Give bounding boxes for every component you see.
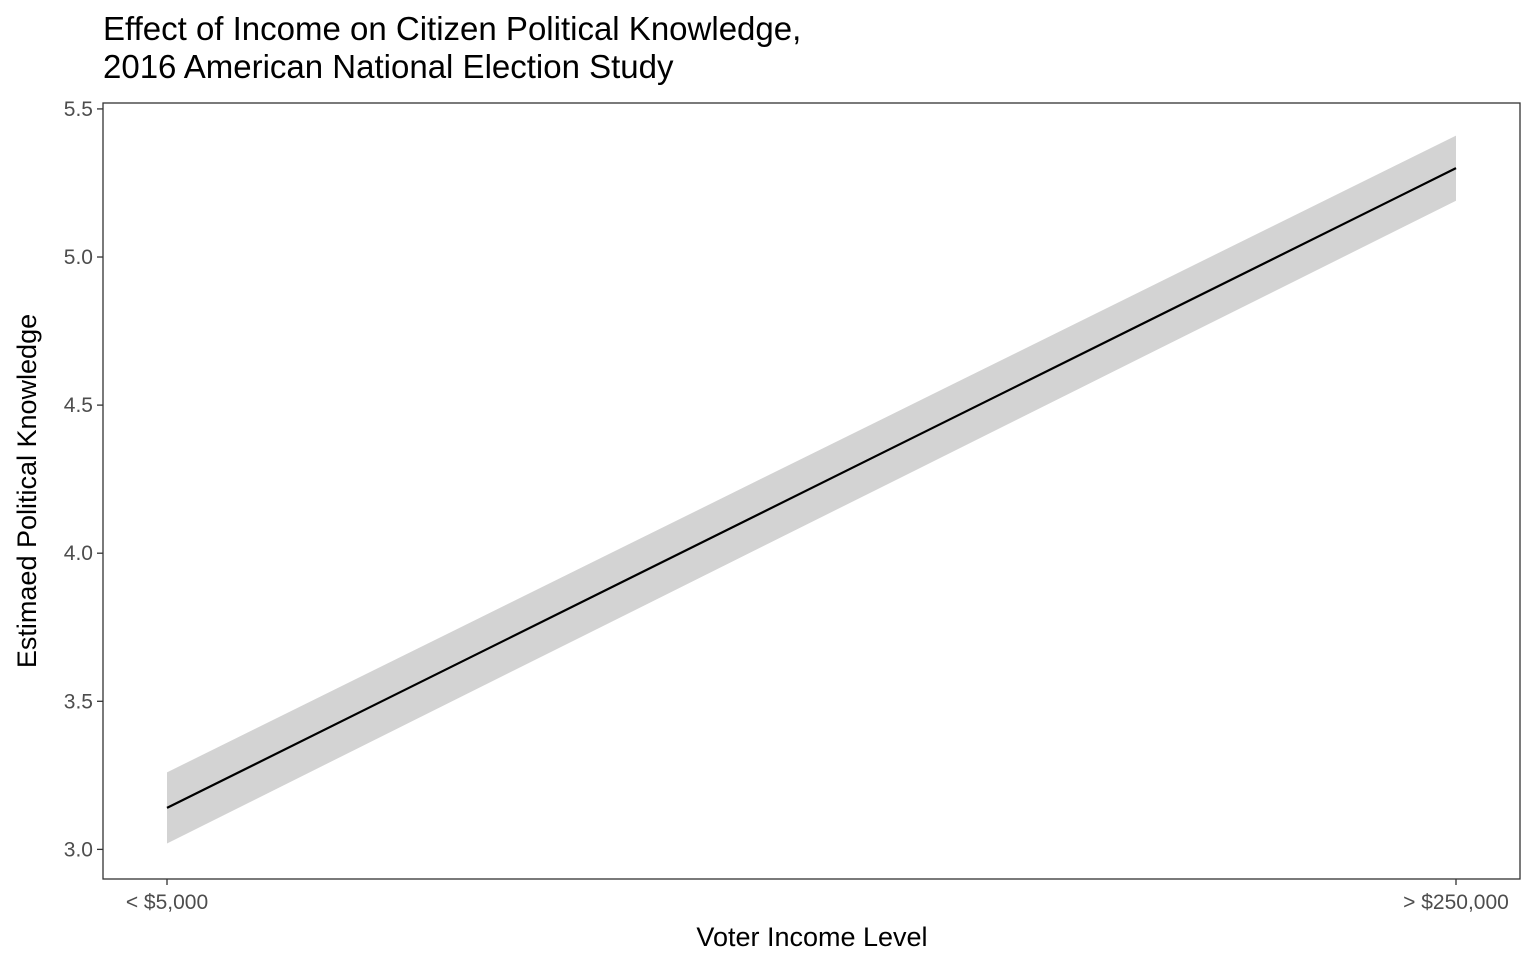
x-axis-title: Voter Income Level	[696, 922, 927, 952]
x-tick-label: < $5,000	[126, 891, 208, 914]
y-tick-label: 5.5	[64, 98, 93, 121]
y-tick-label: 3.5	[64, 690, 93, 713]
y-tick-label: 5.0	[64, 246, 93, 269]
plot-panel-border	[102, 102, 1521, 880]
y-axis-title: Estimaed Political Knowledge	[12, 314, 42, 668]
y-axis: 3.0 3.5 4.0 4.5 5.0 5.5	[64, 98, 103, 861]
fitted-line	[166, 167, 1457, 809]
x-axis: < $5,000 > $250,000	[126, 879, 1509, 914]
confidence-ribbon	[167, 135, 1456, 844]
chart-title: Effect of Income on Citizen Political Kn…	[103, 10, 801, 47]
y-tick-label: 4.5	[64, 394, 93, 417]
x-tick-label: > $250,000	[1403, 891, 1509, 914]
plot-area	[166, 135, 1457, 844]
y-tick-label: 4.0	[64, 542, 93, 565]
y-tick-label: 3.0	[64, 838, 93, 861]
chart-subtitle: 2016 American National Election Study	[103, 48, 674, 85]
